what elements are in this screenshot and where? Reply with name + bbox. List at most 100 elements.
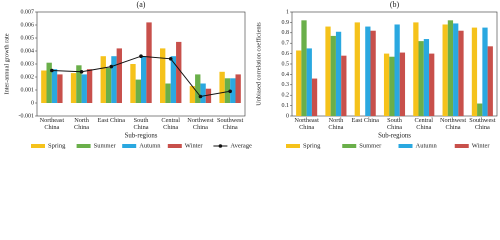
bar <box>165 83 171 103</box>
bar <box>335 31 342 116</box>
x-tick-label: North China <box>328 117 344 131</box>
y-tick-label: 0 <box>286 113 289 119</box>
x-tick-label: Southwest China <box>469 117 496 131</box>
bar <box>230 78 236 103</box>
bar <box>170 56 177 103</box>
bar <box>195 74 201 103</box>
legend-label: Average <box>230 142 252 149</box>
bar <box>354 22 360 116</box>
x-tick-label: South China <box>386 117 403 131</box>
legend-swatch <box>122 144 137 148</box>
average-marker <box>228 89 232 94</box>
legend-label: Summer <box>359 142 382 149</box>
bar <box>442 24 448 117</box>
legend-swatch <box>286 144 300 148</box>
bar <box>160 48 166 103</box>
y-tick-label: 0.7 <box>282 41 290 47</box>
bar <box>477 103 483 116</box>
bar <box>325 26 331 117</box>
bar <box>429 53 435 116</box>
legend-label: Winter <box>472 142 491 149</box>
bar <box>423 39 430 116</box>
bar <box>130 64 136 103</box>
bar <box>105 67 112 103</box>
bar <box>146 22 152 103</box>
legend-label: Summer <box>94 142 117 149</box>
bar <box>341 55 347 116</box>
bar <box>311 78 318 116</box>
bar <box>76 65 82 103</box>
bar <box>111 56 117 103</box>
legend-label: Spring <box>303 142 321 149</box>
average-marker <box>109 64 114 69</box>
average-marker <box>50 68 54 73</box>
y-tick-label: 0.003 <box>21 61 35 67</box>
bar <box>365 26 371 117</box>
bar <box>487 46 493 116</box>
bar <box>399 52 406 116</box>
legend-label: Autumn <box>139 142 161 149</box>
y-tick-label: 0.005 <box>21 35 35 41</box>
chart-title: (a) <box>137 0 146 9</box>
bar <box>370 30 376 116</box>
y-tick-label: 0.8 <box>282 30 290 36</box>
legend-swatch <box>31 144 45 148</box>
chart-title: (b) <box>390 0 400 9</box>
y-tick-label: 0.004 <box>21 48 35 54</box>
bar <box>306 48 312 116</box>
average-marker <box>198 94 203 99</box>
bar <box>100 56 106 103</box>
bar <box>394 24 400 117</box>
legend-marker <box>218 144 223 148</box>
bar <box>200 83 206 103</box>
bar <box>235 74 241 103</box>
x-tick-label: North China <box>74 117 90 131</box>
bar <box>296 50 302 117</box>
legend-swatch <box>76 144 91 148</box>
bar <box>41 70 47 103</box>
bar <box>330 35 336 116</box>
bar <box>418 41 424 117</box>
average-marker <box>139 54 143 58</box>
bar <box>224 78 231 103</box>
bar <box>458 30 464 116</box>
y-tick-label: 0.002 <box>21 74 35 80</box>
bar <box>482 27 488 117</box>
x-tick-label: Central China <box>161 117 180 131</box>
bar <box>205 88 212 103</box>
bar <box>413 22 419 116</box>
y-tick-label: 0.1 <box>282 103 290 109</box>
bar <box>70 73 77 103</box>
figure: (a) Inter-annual growth rate Sub-regions -0… <box>3 0 498 149</box>
y-tick-label: 0.4 <box>282 72 290 78</box>
legend-label: Spring <box>48 142 66 149</box>
x-tick-label: Central China <box>414 117 434 131</box>
legend-swatch <box>398 144 413 148</box>
x-tick-label: East China <box>97 117 126 124</box>
y-tick-label: 0.6 <box>282 51 290 57</box>
x-tick-label: East China <box>351 117 379 124</box>
legend-label: Autumn <box>416 142 438 149</box>
y-tick-label: 0.9 <box>282 20 290 26</box>
x-tick-label: Northeast China <box>39 117 65 131</box>
legend-label: Winter <box>185 142 204 149</box>
bar <box>219 71 225 103</box>
y-tick-label: -0.001 <box>19 113 35 119</box>
bar <box>383 53 390 116</box>
y-axis-title: Inter-annual growth rate <box>3 33 10 94</box>
bar <box>141 56 147 103</box>
y-tick-label: 0.3 <box>282 82 290 88</box>
average-marker <box>79 70 84 74</box>
bar <box>57 74 63 103</box>
plot-frame <box>36 11 246 117</box>
bar <box>86 69 93 103</box>
average-marker <box>168 57 173 61</box>
bar <box>176 41 182 103</box>
x-tick-label: South China <box>133 117 149 131</box>
legend-swatch <box>454 144 469 148</box>
bar <box>81 74 87 103</box>
y-tick-label: 1 <box>286 9 289 15</box>
y-tick-label: 0.007 <box>21 9 35 15</box>
x-tick-label: Southwest China <box>217 117 244 131</box>
bar <box>189 86 196 103</box>
